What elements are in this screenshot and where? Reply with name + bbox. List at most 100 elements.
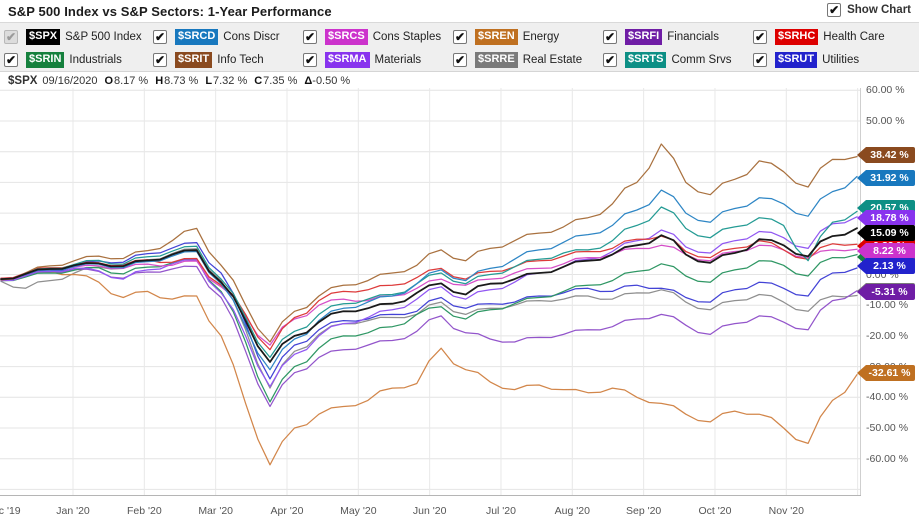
legend-item-srts[interactable]: ✔ $SRTS Comm Srvs [603, 50, 749, 70]
sector-label: Industrials [69, 54, 122, 66]
sector-label: Cons Discr [223, 31, 280, 43]
series-line-srma [0, 216, 858, 388]
series-line-srts [0, 206, 858, 359]
y-axis-label: 50.00 % [866, 115, 905, 127]
legend-item-spx[interactable]: ✔ $SPX S&P 500 Index [4, 27, 150, 47]
sector-label: Financials [667, 31, 719, 43]
sector-checkbox-srre[interactable]: ✔ [453, 53, 467, 67]
series-line-srcs [0, 244, 858, 346]
price-flag-srma: 18.78 % [857, 210, 915, 226]
show-chart-label: Show Chart [847, 4, 911, 16]
x-axis-label: Aug '20 [554, 505, 590, 517]
ticker-badge: $SRFI [625, 29, 663, 45]
y-axis-label: -40.00 % [866, 391, 909, 404]
ticker-badge: $SRIN [26, 52, 65, 68]
ticker-badge: $SPX [26, 29, 61, 45]
ticker-badge: $SRCD [175, 29, 219, 45]
legend-item-srcs[interactable]: ✔ $SRCS Cons Staples [303, 27, 449, 47]
legend-item-sren[interactable]: ✔ $SREN Energy [453, 27, 599, 47]
sector-checkbox-srut[interactable]: ✔ [753, 53, 767, 67]
chart-canvas[interactable] [0, 88, 860, 495]
series-line-srit [0, 143, 858, 343]
ticker-badge: $SRIT [175, 52, 213, 68]
legend-item-srin[interactable]: ✔ $SRIN Industrials [4, 50, 150, 70]
sector-checkbox-srit[interactable]: ✔ [153, 53, 167, 67]
series-line-srfi [0, 265, 858, 408]
sector-label: Comm Srvs [671, 54, 732, 66]
ticker-badge: $SRTS [625, 52, 667, 68]
show-chart-checkbox[interactable]: ✔ [827, 3, 842, 17]
ticker-badge: $SREN [475, 29, 518, 45]
legend-item-srit[interactable]: ✔ $SRIT Info Tech [153, 50, 299, 70]
series-line-srin [0, 253, 858, 403]
legend-item-srfi[interactable]: ✔ $SRFI Financials [603, 27, 749, 47]
sector-checkbox-srcd[interactable]: ✔ [153, 30, 167, 44]
sector-label: Cons Staples [372, 31, 442, 43]
readout-field-h: H 8.73 % [155, 75, 199, 87]
legend-item-srut[interactable]: ✔ $SRUT Utilities [753, 50, 899, 70]
sector-label: Utilities [822, 54, 860, 66]
x-axis-label: Jan '20 [56, 505, 90, 517]
sector-label: Real Estate [522, 54, 583, 66]
sector-label: Health Care [823, 31, 885, 43]
price-flag-spx: 15.09 % [857, 225, 915, 241]
ticker-badge: $SRHC [775, 29, 819, 45]
x-axis-label: Feb '20 [126, 505, 162, 517]
sector-checkbox-srin[interactable]: ✔ [4, 53, 18, 67]
series-line-srcd [0, 175, 858, 371]
legend-item-srcd[interactable]: ✔ $SRCD Cons Discr [153, 27, 299, 47]
x-axis-label: Apr '20 [270, 505, 304, 517]
x-axis-label: Nov '20 [768, 505, 804, 517]
x-axis-label: Mar '20 [198, 505, 233, 517]
readout-symbol: $SPX [8, 75, 38, 87]
legend-item-srma[interactable]: ✔ $SRMA Materials [303, 50, 449, 70]
price-flag-srut: 2.13 % [857, 258, 915, 274]
price-flag-srit: 38.42 % [857, 147, 915, 163]
readout-field-l: L 7.32 % [205, 75, 248, 87]
y-axis-label: -10.00 % [866, 299, 909, 312]
legend-item-srhc[interactable]: ✔ $SRHC Health Care [753, 27, 899, 47]
readout-field-o: O 8.17 % [104, 75, 149, 87]
sector-checkbox-srma[interactable]: ✔ [303, 53, 317, 67]
readout-field-c: C 7.35 % [254, 75, 298, 87]
price-flag-sren: -32.61 % [857, 365, 915, 381]
y-axis-label: -20.00 % [866, 329, 909, 342]
sector-checkbox-srhc[interactable]: ✔ [753, 30, 767, 44]
x-axis-label: Oct '20 [698, 505, 732, 517]
x-axis-label: Sep '20 [625, 505, 662, 517]
x-axis: Dec '19 Jan '20 Feb '20 Mar '20 Apr '20 May '… [0, 496, 919, 525]
sector-label: S&P 500 Index [65, 31, 142, 43]
ticker-badge: $SRMA [325, 52, 370, 68]
ohlc-readout: $SPX 09/16/2020 O 8.17 % H 8.73 % L 7.32 % C … [8, 75, 350, 87]
legend: ✔ $SPX S&P 500 Index ✔ $SRCD Cons Discr ✔ $SRCS… [0, 23, 919, 72]
price-flag-srfi: -5.31 % [857, 284, 915, 300]
price-chart[interactable] [0, 88, 860, 495]
y-axis-label: -50.00 % [866, 422, 909, 434]
readout-date: 09/16/2020 [42, 75, 98, 87]
sector-checkbox-srts[interactable]: ✔ [603, 53, 617, 67]
sector-checkbox-srfi[interactable]: ✔ [603, 30, 617, 44]
show-chart-toggle[interactable]: ✔ Show Chart [827, 3, 911, 17]
sector-checkbox-spx[interactable]: ✔ [4, 30, 18, 44]
title-bar: S&P 500 Index vs S&P Sectors: 1-Year Per… [0, 0, 919, 23]
sector-label: Info Tech [217, 54, 264, 66]
sector-checkbox-sren[interactable]: ✔ [453, 30, 467, 44]
y-axis-label: -60.00 % [866, 452, 909, 465]
x-axis-label: Jul '20 [485, 505, 516, 517]
sector-checkbox-srcs[interactable]: ✔ [303, 30, 317, 44]
sector-label: Energy [522, 31, 560, 43]
series-line-srut [0, 241, 858, 380]
x-axis-label: Jun '20 [412, 505, 447, 517]
ticker-badge: $SRRE [475, 52, 518, 68]
price-flag-srcd: 31.92 % [857, 170, 915, 186]
x-axis-label: Dec '19 [0, 505, 21, 517]
ticker-badge: $SRCS [325, 29, 368, 45]
ticker-badge: $SRUT [775, 52, 818, 68]
x-axis-line [0, 495, 861, 496]
page-title: S&P 500 Index vs S&P Sectors: 1-Year Per… [8, 4, 332, 19]
legend-item-srre[interactable]: ✔ $SRRE Real Estate [453, 50, 599, 70]
y-axis-label: 60.00 % [866, 84, 905, 97]
price-flag-srcs: 8.22 % [857, 243, 915, 259]
series-line-sren [0, 270, 858, 466]
